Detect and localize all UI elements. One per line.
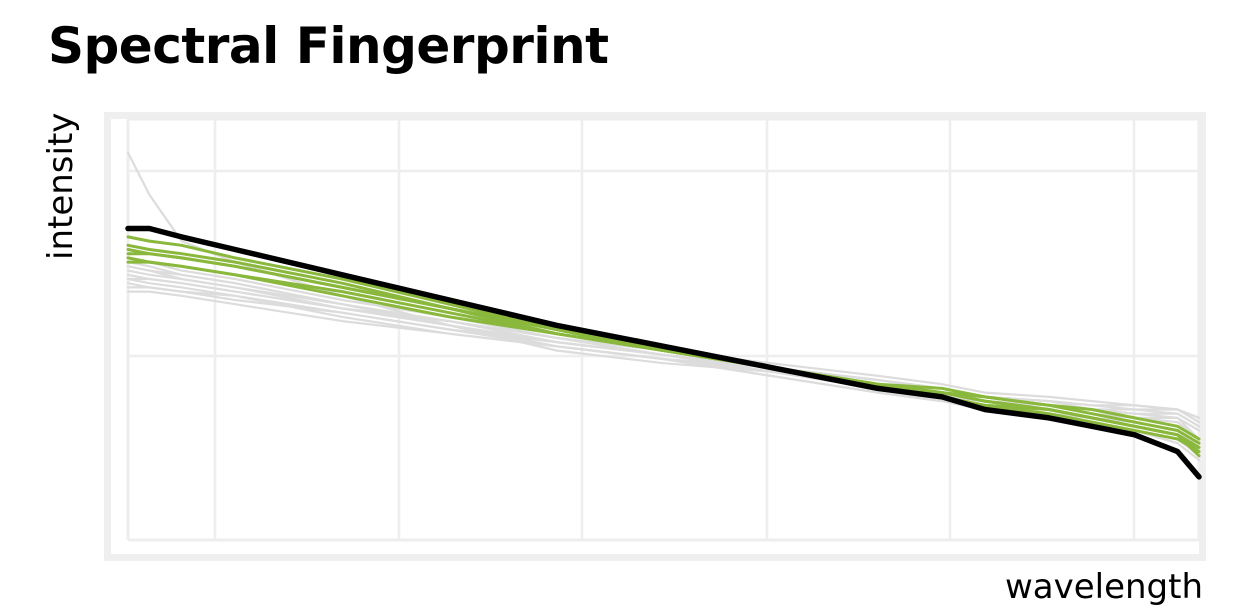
reference-spectrum-group xyxy=(125,225,1202,480)
highlight-spectrum-line xyxy=(126,248,1201,458)
background-spectrum-line xyxy=(126,282,1201,453)
x-axis-label: wavelength xyxy=(1005,567,1203,607)
reference-spectrum-line xyxy=(125,225,1202,480)
plot-frame xyxy=(104,112,1206,561)
grid-lines xyxy=(126,117,1201,542)
y-axis-label: intensity xyxy=(41,113,81,260)
chart-title: Spectral Fingerprint xyxy=(48,17,609,75)
background-spectrum-line xyxy=(126,277,1201,419)
